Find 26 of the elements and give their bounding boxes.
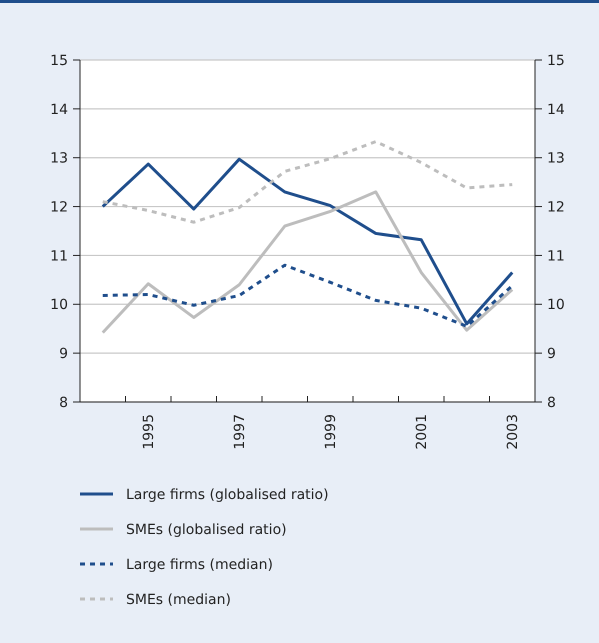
y-tick-label: 13 (50, 150, 68, 167)
y-tick-label: 8 (59, 394, 68, 411)
line-series (101, 158, 514, 326)
y-tick-label: 12 (50, 199, 68, 216)
legend-label: Large firms (median) (126, 556, 273, 573)
y2-tick-label: 11 (547, 248, 565, 264)
y-tick-label: 15 (50, 52, 68, 69)
y-tick-label: 10 (50, 297, 68, 314)
legend-label: Large firms (globalised ratio) (126, 486, 329, 503)
y2-tick-label: 9 (547, 346, 556, 362)
x-tick-label: 2003 (505, 414, 522, 450)
y2-tick-label: 8 (547, 394, 556, 411)
x-tick-label: 1995 (141, 414, 158, 450)
x-tick-label: 2001 (414, 414, 430, 450)
y2-tick-label: 14 (547, 102, 565, 118)
y2-tick-label: 13 (547, 150, 565, 167)
y-tick-label: 11 (50, 248, 68, 264)
legend-label: SMEs (globalised ratio) (126, 522, 287, 538)
legend-label: SMEs (median) (126, 592, 231, 608)
x-tick-label: 1997 (232, 414, 248, 450)
y-tick-label: 9 (59, 346, 68, 362)
y2-tick-label: 12 (547, 199, 565, 216)
y-tick-label: 14 (50, 102, 68, 118)
y2-tick-label: 10 (547, 297, 565, 314)
y2-tick-label: 15 (547, 52, 565, 69)
x-tick-label: 1999 (323, 414, 340, 450)
